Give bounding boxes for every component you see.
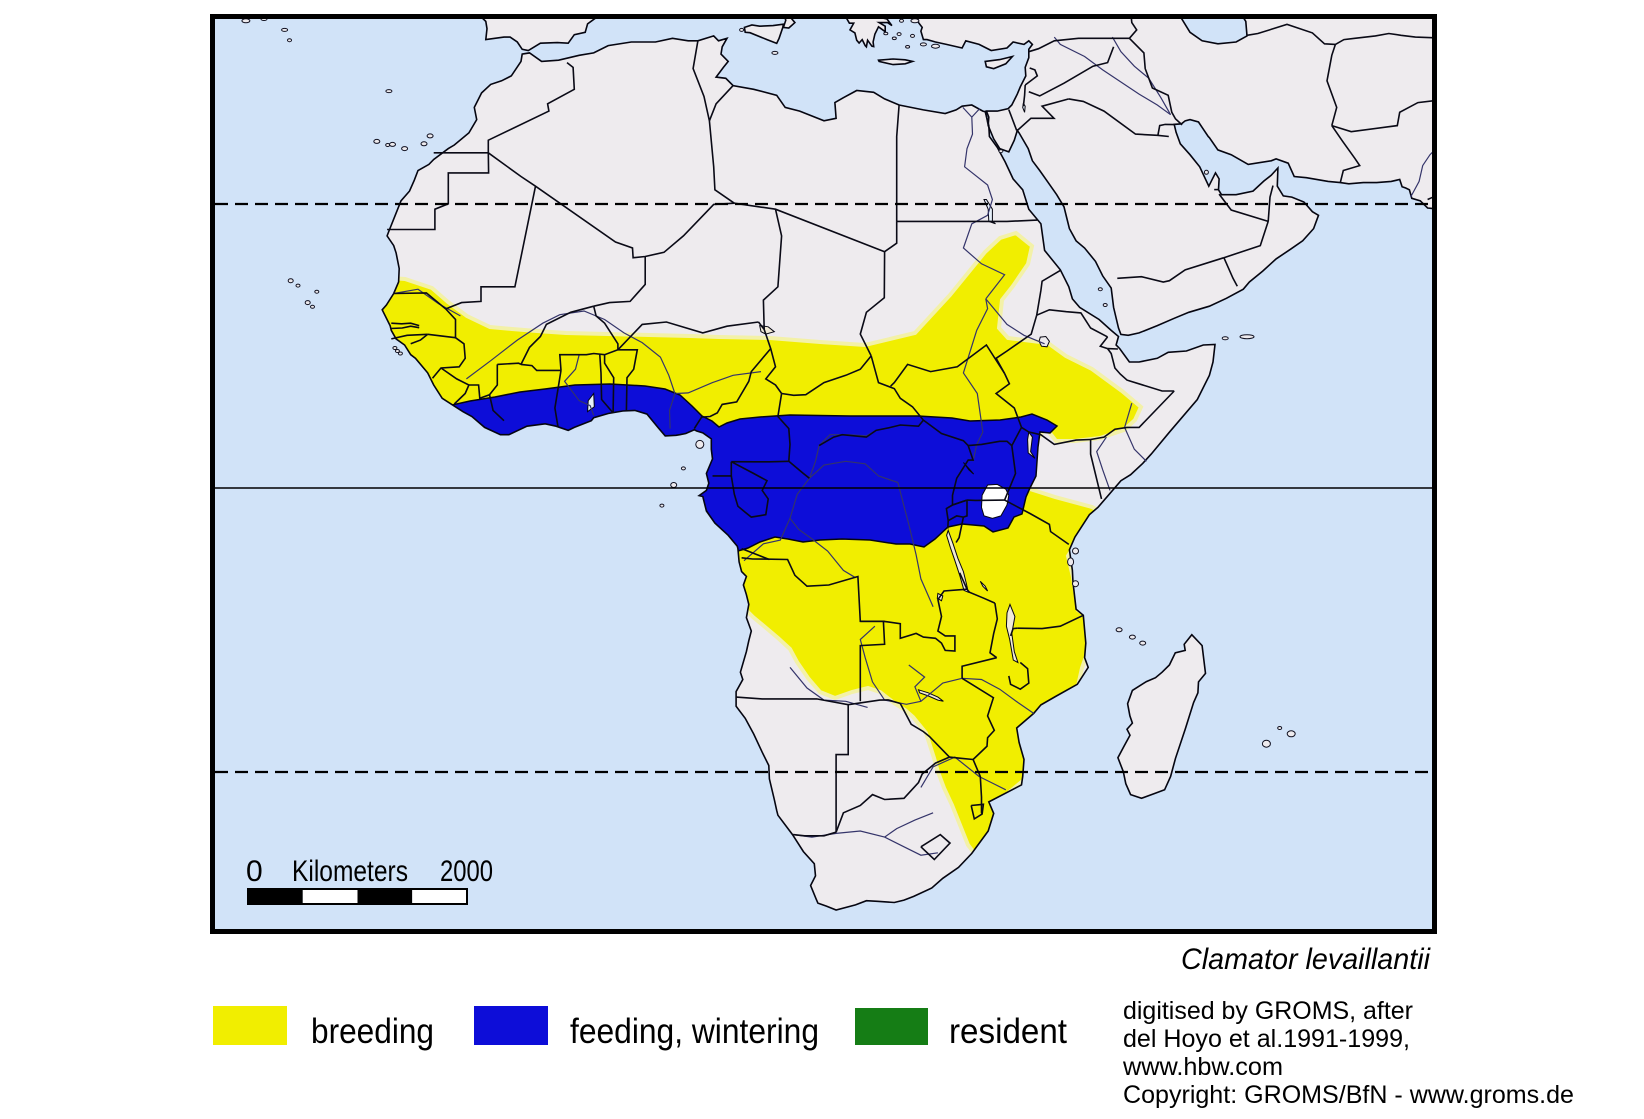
svg-text:2000: 2000	[440, 855, 493, 888]
svg-text:0: 0	[246, 855, 263, 888]
svg-text:del Hoyo et al.1991-1999,: del Hoyo et al.1991-1999,	[1123, 1025, 1410, 1053]
svg-text:resident: resident	[949, 1012, 1067, 1051]
svg-text:Copyright: GROMS/BfN - www.gro: Copyright: GROMS/BfN - www.groms.de	[1123, 1081, 1574, 1109]
svg-text:Clamator levaillantii: Clamator levaillantii	[1181, 943, 1431, 976]
svg-text:www.hbw.com: www.hbw.com	[1122, 1053, 1283, 1081]
svg-text:breeding: breeding	[311, 1012, 434, 1051]
svg-text:Kilometers: Kilometers	[292, 855, 408, 888]
svg-text:digitised by GROMS, after: digitised by GROMS, after	[1123, 997, 1413, 1025]
svg-text:feeding, wintering: feeding, wintering	[570, 1012, 819, 1051]
